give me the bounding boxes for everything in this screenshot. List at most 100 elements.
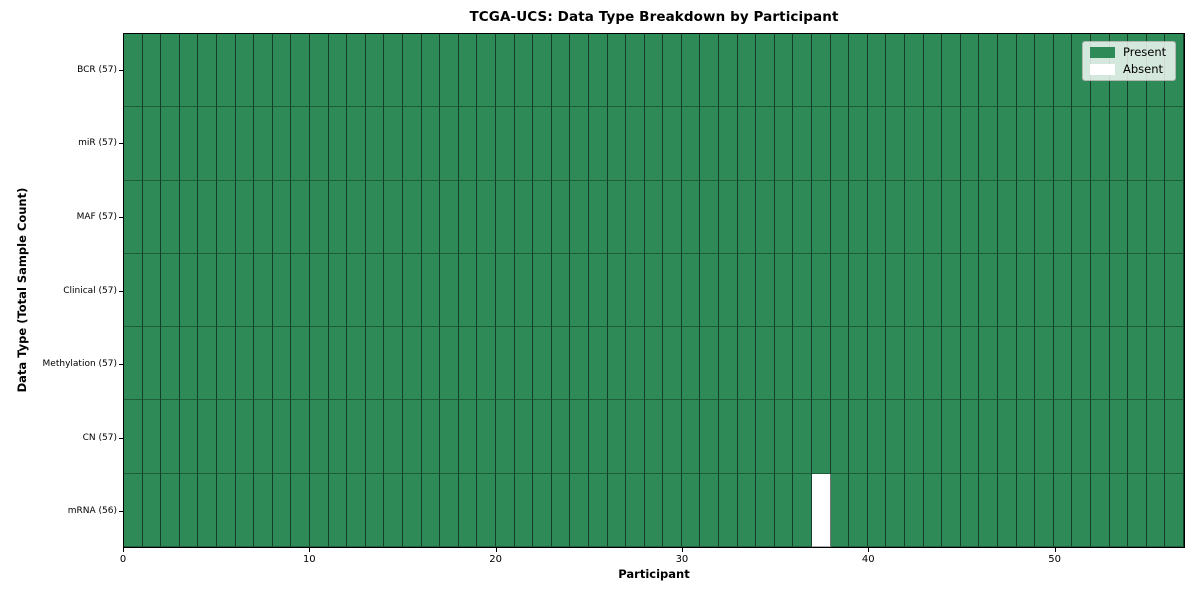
heatmap-cell <box>533 253 552 328</box>
heatmap-cell <box>347 107 366 181</box>
heatmap-cell <box>1109 327 1129 401</box>
heatmap-cell <box>867 473 887 547</box>
heatmap-cell <box>644 253 664 328</box>
heatmap-cell <box>124 34 143 108</box>
heatmap-cell <box>793 34 813 108</box>
heatmap-cell <box>254 34 273 108</box>
heatmap-cell <box>551 34 571 108</box>
heatmap-cell <box>998 327 1017 401</box>
legend-swatch-present-icon <box>1090 47 1115 59</box>
heatmap-cell <box>254 327 273 401</box>
heatmap-cell <box>384 473 403 547</box>
heatmap-cell <box>681 473 701 547</box>
heatmap-cell <box>681 107 701 181</box>
heatmap-cell <box>626 180 645 254</box>
heatmap-cell <box>198 34 217 108</box>
heatmap-cell <box>291 400 310 474</box>
heatmap-cell <box>309 253 329 328</box>
heatmap-cell <box>1146 327 1166 401</box>
heatmap-cell <box>998 180 1017 254</box>
heatmap-cell <box>309 327 329 401</box>
heatmap-cell <box>886 107 906 181</box>
heatmap-cell <box>365 107 385 181</box>
heatmap-cell <box>681 400 701 474</box>
heatmap-cell <box>812 107 831 181</box>
heatmap-cell <box>998 473 1017 547</box>
heatmap-cell <box>812 327 831 401</box>
heatmap-cell <box>1128 253 1147 328</box>
heatmap-cell <box>793 107 813 181</box>
heatmap-cell <box>960 327 980 401</box>
heatmap-cell <box>477 107 496 181</box>
heatmap-cell <box>700 34 720 108</box>
heatmap-cell <box>663 34 682 108</box>
heatmap-cell <box>551 180 571 254</box>
heatmap-cell <box>142 107 162 181</box>
heatmap-cell <box>551 327 571 401</box>
heatmap-cell <box>495 180 515 254</box>
y-tick-label: mRNA (56) <box>67 506 117 517</box>
heatmap-cell <box>198 473 217 547</box>
heatmap-cell <box>309 180 329 254</box>
heatmap-cell <box>1016 107 1036 181</box>
heatmap-cell <box>905 180 924 254</box>
heatmap-cell <box>905 400 924 474</box>
heatmap-cell <box>905 107 924 181</box>
heatmap-cell <box>737 327 757 401</box>
heatmap-cell <box>570 253 589 328</box>
heatmap-cell <box>588 473 608 547</box>
x-tick-label: 50 <box>1048 554 1061 565</box>
heatmap-cell <box>793 473 813 547</box>
heatmap-cell <box>681 180 701 254</box>
heatmap-cell <box>179 107 199 181</box>
heatmap-cell <box>179 180 199 254</box>
heatmap-cell <box>124 107 143 181</box>
heatmap-cell <box>533 327 552 401</box>
heatmap-cell <box>124 327 143 401</box>
heatmap-cell <box>700 473 720 547</box>
heatmap-cell <box>923 34 943 108</box>
heatmap-cell <box>533 400 552 474</box>
heatmap-cell <box>495 400 515 474</box>
heatmap-cell <box>477 34 496 108</box>
heatmap-cell <box>570 34 589 108</box>
heatmap-cell <box>198 107 217 181</box>
heatmap-cell <box>1072 327 1092 401</box>
heatmap-cell <box>514 34 534 108</box>
heatmap-cell <box>1109 180 1129 254</box>
heatmap-cell <box>923 180 943 254</box>
heatmap-cell <box>142 180 162 254</box>
heatmap-cell <box>328 327 348 401</box>
heatmap-cell <box>328 473 348 547</box>
heatmap-cell <box>867 253 887 328</box>
heatmap-cell <box>384 253 403 328</box>
heatmap-cell <box>495 253 515 328</box>
heatmap-cell <box>421 180 441 254</box>
heatmap-cell <box>1091 473 1110 547</box>
heatmap-cell <box>886 180 906 254</box>
x-tick-label: 40 <box>861 554 875 565</box>
legend-swatch-absent-icon <box>1090 63 1115 75</box>
heatmap-cell <box>774 180 794 254</box>
heatmap-cell <box>867 34 887 108</box>
heatmap-cell <box>551 400 571 474</box>
x-tick-label: 10 <box>302 554 316 565</box>
heatmap-cell <box>793 180 813 254</box>
heatmap-cell <box>161 253 180 328</box>
heatmap-cell <box>923 473 943 547</box>
heatmap-cell <box>514 327 534 401</box>
heatmap-cell <box>1091 253 1110 328</box>
heatmap-cell <box>477 473 496 547</box>
heatmap-cell <box>1109 473 1129 547</box>
heatmap-cell <box>849 180 868 254</box>
heatmap-cell <box>644 327 664 401</box>
heatmap-cell <box>402 253 422 328</box>
heatmap-cell <box>235 253 255 328</box>
heatmap-cell <box>588 253 608 328</box>
heatmap-cell <box>756 473 775 547</box>
heatmap-cell <box>347 400 366 474</box>
heatmap-cell <box>235 107 255 181</box>
heatmap-cell <box>942 327 961 401</box>
heatmap-cell <box>979 400 999 474</box>
chart-title: TCGA-UCS: Data Type Breakdown by Partici… <box>469 9 839 25</box>
